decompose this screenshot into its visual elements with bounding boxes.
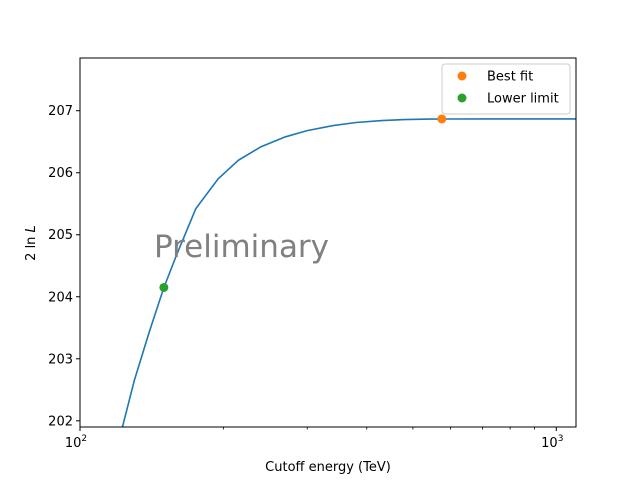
y-axis-label-prefix: 2 ln: [24, 232, 39, 260]
marker-points: [159, 114, 447, 292]
point-lower-limit: [159, 282, 169, 292]
x-axis-ticks: 102 103: [65, 427, 563, 451]
plot-frame: [79, 57, 577, 428]
y-tick-label: 204: [48, 290, 73, 305]
y-axis-ticks: 202 203 204 205 206 207: [48, 104, 80, 429]
legend-marker-lower-limit: [457, 93, 467, 103]
y-tick-label: 202: [48, 414, 73, 429]
preliminary-watermark: Preliminary: [154, 229, 329, 265]
legend-box: [441, 63, 571, 115]
y-tick-label: 205: [48, 228, 73, 243]
y-tick-label: 207: [48, 104, 73, 119]
y-tick-label: 206: [48, 166, 73, 181]
x-tick-label: 103: [541, 434, 563, 451]
point-best-fit: [437, 114, 447, 124]
y-axis-label-variable: L: [24, 225, 39, 232]
legend: Best fit Lower limit: [441, 63, 571, 115]
y-axis-label: 2 ln L: [24, 225, 39, 261]
legend-marker-best-fit: [457, 71, 467, 81]
y-tick-label: 203: [48, 352, 73, 367]
x-tick-label: 102: [65, 434, 87, 451]
likelihood-curve: [121, 118, 576, 427]
legend-label-best-fit: Best fit: [487, 70, 533, 85]
x-axis-label: Cutoff energy (TeV): [265, 460, 391, 475]
legend-label-lower-limit: Lower limit: [487, 92, 559, 107]
